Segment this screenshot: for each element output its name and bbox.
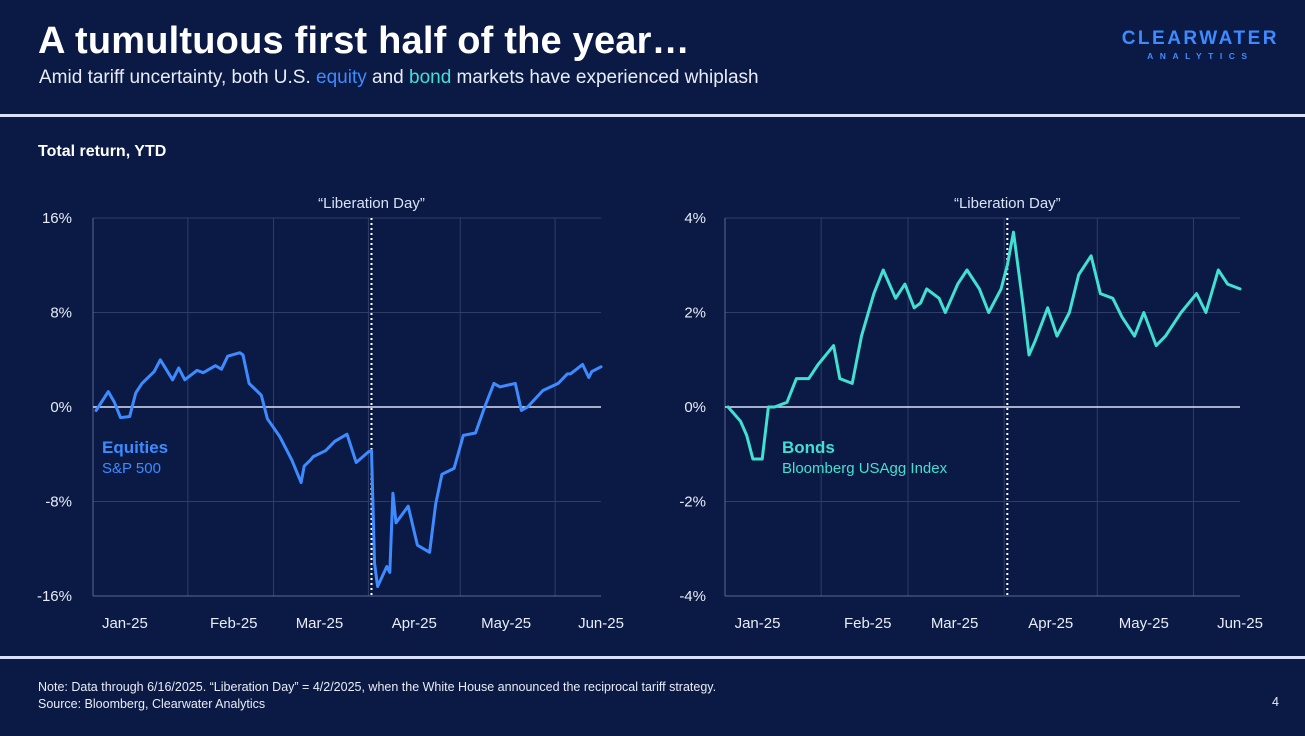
y-tick-label: 8% [50,305,72,322]
chart-panel-equities: 16% 8% 0% -8% -16% Jan-25 Feb-25 Mar-25 Apr-25 Ma… [37,195,624,632]
page-subtitle: Amid tariff uncertainty, both U.S. equit… [39,67,759,89]
y-tick-label: 16% [42,210,72,227]
clearwater-logo: CLEARWATER ANALYTICS [1122,28,1279,61]
section-label: Total return, YTD [38,143,167,160]
y-tick-label: 2% [684,305,706,322]
series-line-bonds [726,230,1242,461]
x-tick-label: Jan-25 [102,615,148,632]
x-tick-label: Jun-25 [1217,615,1263,632]
y-tick-label: 0% [50,399,72,416]
y-tick-label: -16% [37,588,72,605]
subtitle-equity-word: equity [316,67,367,88]
x-tick-label: Feb-25 [844,615,892,632]
x-tick-label: Mar-25 [296,615,344,632]
y-tick-label: -2% [679,494,706,511]
legend-series-name: Equities [102,438,168,457]
logo-tagline: ANALYTICS [1147,51,1254,61]
legend-series-name: Bonds [782,438,835,457]
y-tick-label: -4% [679,588,706,605]
subtitle-bond-word: bond [409,67,452,88]
subtitle-prefix: Amid tariff uncertainty, both U.S. [39,67,317,88]
page-number: 4 [1272,695,1279,709]
subtitle-and: and [366,67,409,88]
page-title: A tumultuous first half of the year… [38,20,690,62]
y-tick-label: -8% [45,494,72,511]
x-tick-label: May-25 [481,615,531,632]
chart-panel-bonds: 4% 2% 0% -2% -4% Jan-25 Feb-25 Mar-25 Apr-25 May-… [679,195,1263,632]
x-tick-label: Jan-25 [735,615,781,632]
y-tick-label: 4% [684,210,706,227]
footer-divider [0,656,1305,659]
footnote-note: Note: Data through 6/16/2025. “Liberatio… [38,680,717,694]
liberation-day-label: “Liberation Day” [954,195,1061,212]
logo-wordmark: CLEARWATER [1121,28,1279,49]
x-tick-label: May-25 [1119,615,1169,632]
subtitle-suffix: markets have experienced whiplash [451,67,759,88]
liberation-day-label: “Liberation Day” [318,195,425,212]
header-divider [0,114,1305,117]
footnote: Note: Data through 6/16/2025. “Liberatio… [38,679,716,713]
legend-series-subname: S&P 500 [102,460,161,477]
x-tick-label: Mar-25 [931,615,979,632]
x-tick-label: Feb-25 [210,615,258,632]
legend-series-subname: Bloomberg USAgg Index [782,460,948,477]
footnote-source: Source: Bloomberg, Clearwater Analytics [38,697,266,711]
y-tick-label: 0% [684,399,706,416]
x-tick-label: Jun-25 [578,615,624,632]
x-tick-label: Apr-25 [392,615,437,632]
x-tick-label: Apr-25 [1028,615,1073,632]
series-line-equities [94,351,603,588]
